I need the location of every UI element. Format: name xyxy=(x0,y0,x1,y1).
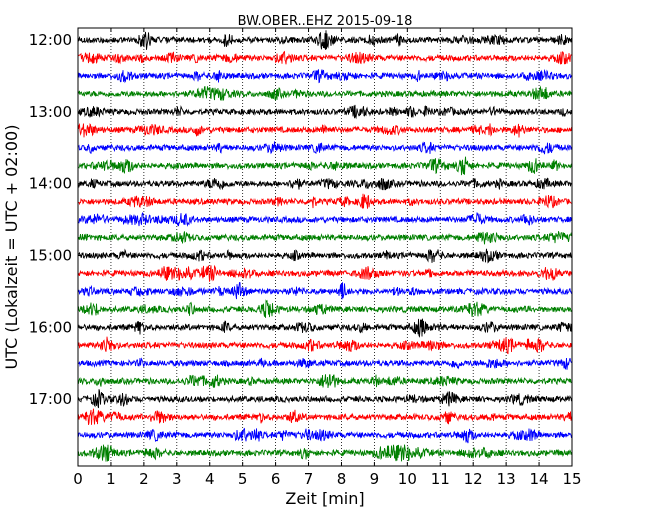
x-axis-label: Zeit [min] xyxy=(285,489,364,508)
grid-lines xyxy=(110,28,540,466)
trace-1300 xyxy=(78,104,572,120)
trace-1245 xyxy=(78,85,572,101)
trace-1315 xyxy=(78,122,572,138)
trace-1730 xyxy=(78,427,572,444)
x-tick-label: 3 xyxy=(172,470,182,488)
trace-1645 xyxy=(78,374,572,389)
trace-1430 xyxy=(78,212,572,227)
y-tick-label: 13:00 xyxy=(29,103,72,121)
trace-1515 xyxy=(78,264,572,282)
trace-1330 xyxy=(78,141,572,155)
y-tick-label: 15:00 xyxy=(29,246,72,264)
y-tick-label: 14:00 xyxy=(29,175,72,193)
x-tick-label: 10 xyxy=(398,470,417,488)
x-tick-label: 15 xyxy=(562,470,581,488)
y-axis: 12:00 13:00 14:00 15:00 16:00 17:00 xyxy=(29,31,82,408)
x-tick-label: 9 xyxy=(370,470,380,488)
x-tick-label: 2 xyxy=(139,470,149,488)
y-tick-label: 12:00 xyxy=(29,31,72,49)
seismogram-traces xyxy=(78,30,572,462)
trace-1630 xyxy=(78,357,572,370)
trace-1415 xyxy=(78,193,572,209)
trace-1700 xyxy=(78,389,572,409)
y-tick-label: 16:00 xyxy=(29,318,72,336)
trace-1445 xyxy=(78,231,572,245)
trace-1230 xyxy=(78,68,572,84)
x-axis: 0 1 2 3 4 5 6 7 8 9 10 11 12 13 14 15 xyxy=(73,28,582,488)
trace-1345 xyxy=(78,156,572,176)
x-tick-label: 1 xyxy=(106,470,116,488)
x-tick-label: 6 xyxy=(271,470,281,488)
x-tick-label: 14 xyxy=(530,470,549,488)
trace-1745 xyxy=(78,444,572,462)
trace-1600 xyxy=(78,318,572,338)
x-tick-label: 5 xyxy=(238,470,248,488)
y-tick-label: 17:00 xyxy=(29,390,72,408)
trace-1715 xyxy=(78,408,572,426)
x-tick-label: 0 xyxy=(73,470,83,488)
trace-1200 xyxy=(78,30,572,50)
trace-1530 xyxy=(78,281,572,300)
x-tick-label: 8 xyxy=(337,470,347,488)
x-tick-label: 4 xyxy=(205,470,215,488)
trace-1400 xyxy=(78,177,572,191)
chart-title: BW.OBER..EHZ 2015-09-18 xyxy=(238,14,413,29)
x-tick-label: 7 xyxy=(304,470,314,488)
trace-1615 xyxy=(78,336,572,355)
x-tick-label: 11 xyxy=(431,470,450,488)
x-tick-label: 12 xyxy=(464,470,483,488)
plot-frame xyxy=(77,27,573,467)
trace-1500 xyxy=(78,248,572,264)
x-tick-label: 13 xyxy=(497,470,516,488)
y-axis-label: UTC (Lokalzeit = UTC + 02:00) xyxy=(2,125,21,370)
trace-1215 xyxy=(78,50,572,65)
trace-1545 xyxy=(78,299,572,318)
